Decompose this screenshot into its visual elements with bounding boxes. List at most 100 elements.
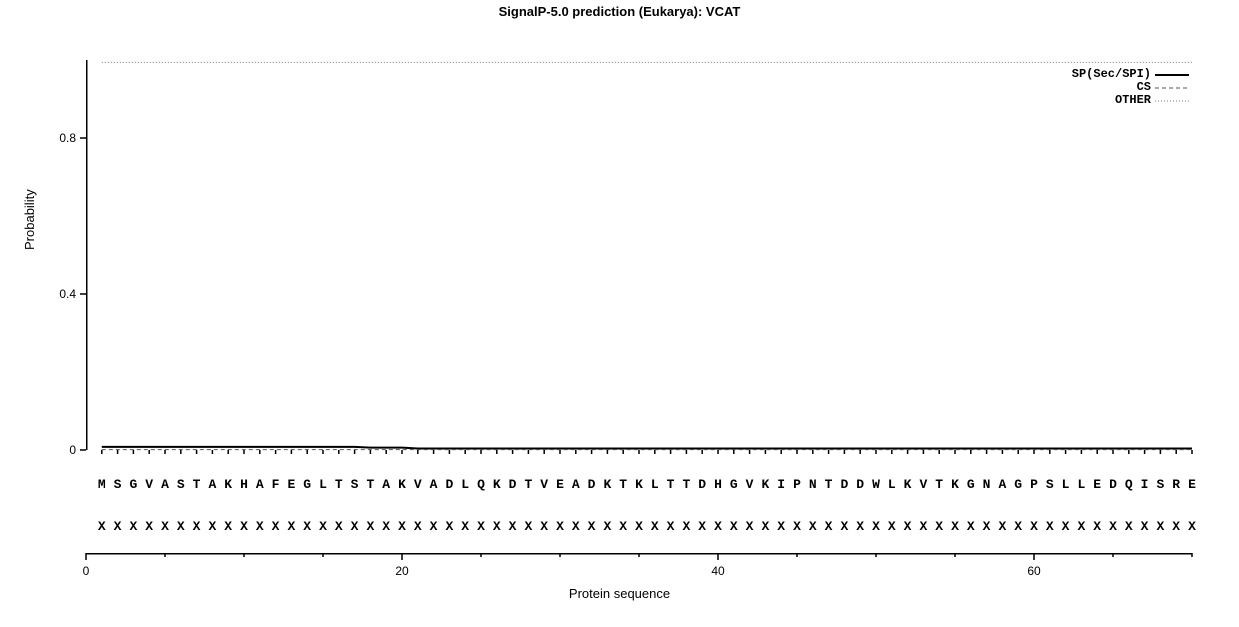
sequence-char: S [1153,477,1169,492]
sequence-char: P [1026,477,1042,492]
sequence-char: G [1010,477,1026,492]
sequence-char: X [126,519,142,534]
sequence-char: H [710,477,726,492]
sequence-char: X [1074,519,1090,534]
sequence-char: T [331,477,347,492]
sequence-char: X [157,519,173,534]
sequence-char: X [536,519,552,534]
sequence-char: N [805,477,821,492]
sequence-char: W [868,477,884,492]
sequence-char: X [947,519,963,534]
sequence-char: Q [1121,477,1137,492]
sequence-char: X [299,519,315,534]
sequence-char: X [600,519,616,534]
sequence-char: V [536,477,552,492]
sequence-char: X [1121,519,1137,534]
sequence-char: X [347,519,363,534]
x-axis-secondary: 0204060 [86,553,1192,583]
sequence-char: L [1058,477,1074,492]
sequence-char: X [852,519,868,534]
sequence-char: X [837,519,853,534]
sequence-char: X [979,519,995,534]
sequence-char: X [742,519,758,534]
sequence-char: I [1137,477,1153,492]
sequence-char: T [931,477,947,492]
sequence-char: X [726,519,742,534]
sequence-char: X [220,519,236,534]
sequence-char: V [742,477,758,492]
sequence-char: X [315,519,331,534]
legend-swatch [1155,82,1189,94]
sequence-char: X [679,519,695,534]
sequence-char: A [205,477,221,492]
sequence-char: M [94,477,110,492]
sequence-char: X [189,519,205,534]
sequence-char: X [900,519,916,534]
sequence-char: K [758,477,774,492]
sequence-char: V [141,477,157,492]
sequence-char: A [426,477,442,492]
sequence-char: L [457,477,473,492]
sequence-char: L [315,477,331,492]
legend-item: SP(Sec/SPI) [1072,68,1189,81]
sequence-char: X [1137,519,1153,534]
sequence-char: T [615,477,631,492]
chart-container: SignalP-5.0 prediction (Eukarya): VCAT P… [0,0,1239,627]
sequence-char: X [110,519,126,534]
sequence-char: X [473,519,489,534]
sequence-char: X [236,519,252,534]
sequence-char: X [331,519,347,534]
sequence-char: I [773,477,789,492]
x-tick-label: 60 [1027,564,1041,578]
sequence-char: L [1074,477,1090,492]
sequence-char: X [1184,519,1200,534]
sequence-char: X [505,519,521,534]
sequence-char: X [1105,519,1121,534]
sequence-char: G [299,477,315,492]
sequence-char: K [220,477,236,492]
sequence-char: G [126,477,142,492]
sequence-char: D [1105,477,1121,492]
sequence-char: X [647,519,663,534]
sequence-char: X [1168,519,1184,534]
sequence-char: X [694,519,710,534]
y-axis-label: Probability [22,189,37,250]
sequence-char: X [931,519,947,534]
sequence-char: S [110,477,126,492]
plot-area: 00.40.8 [86,60,1192,450]
sequence-char: S [173,477,189,492]
sequence-char: L [647,477,663,492]
sequence-char: X [173,519,189,534]
sequence-char: X [615,519,631,534]
sequence-char: X [821,519,837,534]
sequence-char: A [378,477,394,492]
x-tick-label: 20 [395,564,409,578]
sequence-char: T [521,477,537,492]
legend: SP(Sec/SPI)CSOTHER [1072,68,1189,107]
sequence-char: D [505,477,521,492]
sequence-char: A [568,477,584,492]
sequence-char: D [584,477,600,492]
sequence-char: X [916,519,932,534]
sequence-char: X [773,519,789,534]
sequence-char: X [631,519,647,534]
sequence-char: E [552,477,568,492]
sequence-char: X [568,519,584,534]
sequence-char: X [268,519,284,534]
sequence-char: X [363,519,379,534]
sequence-char: X [963,519,979,534]
chart-title: SignalP-5.0 prediction (Eukarya): VCAT [0,4,1239,19]
y-tick-label: 0.8 [59,131,76,145]
sequence-char: D [442,477,458,492]
sequence-char: K [631,477,647,492]
sequence-char: R [1168,477,1184,492]
sequence-char: D [852,477,868,492]
sequence-char: X [1042,519,1058,534]
sequence-char: X [521,519,537,534]
sequence-char: X [394,519,410,534]
sequence-char: X [1026,519,1042,534]
sequence-char: K [489,477,505,492]
sequence-char: G [726,477,742,492]
sequence-char: E [1184,477,1200,492]
sequence-char: X [284,519,300,534]
